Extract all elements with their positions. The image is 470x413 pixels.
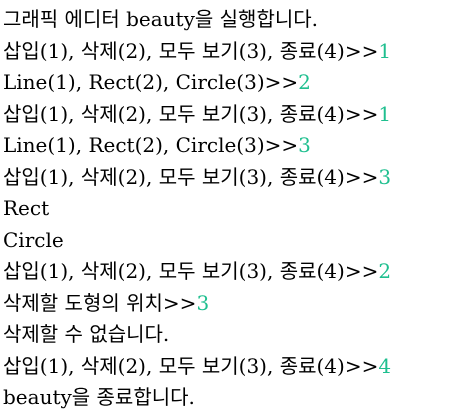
console-line-text: 삽입(1), 삭제(2), 모두 보기(3), 종료(4)>> <box>3 259 379 283</box>
console-line-menu-prompt: 삽입(1), 삭제(2), 모두 보기(3), 종료(4)>>4 <box>3 351 470 383</box>
console-line-text: 삽입(1), 삭제(2), 모두 보기(3), 종료(4)>> <box>3 164 379 189</box>
console-line-delete-prompt: 삭제할 도형의 위치>>3 <box>3 288 470 320</box>
console-line-text: 삽입(1), 삭제(2), 모두 보기(3), 종료(4)>> <box>3 38 379 63</box>
console-line-text: Rect <box>3 196 50 220</box>
console-line-menu-prompt: 삽입(1), 삭제(2), 모두 보기(3), 종료(4)>>1 <box>3 99 470 131</box>
console-line-text: 삽입(1), 삭제(2), 모두 보기(3), 종료(4)>> <box>3 101 379 126</box>
console-line-text: Circle <box>3 227 64 252</box>
console-line-menu-prompt: 삽입(1), 삭제(2), 모두 보기(3), 종료(4)>>1 <box>3 36 470 68</box>
console-user-input: 2 <box>298 70 311 94</box>
console-user-input: 3 <box>378 164 392 189</box>
console-line-text: 삽입(1), 삭제(2), 모두 보기(3), 종료(4)>> <box>3 353 379 378</box>
console-line-text: 그래픽 에디터 beauty을 실행합니다. <box>3 7 319 31</box>
console-line-text: beauty을 종료합니다. <box>3 385 195 409</box>
console-user-input: 1 <box>378 101 392 126</box>
console-line-text: Line(1), Rect(2), Circle(3)>> <box>3 70 299 94</box>
console-line-shape-prompt: Line(1), Rect(2), Circle(3)>>3 <box>3 130 470 162</box>
console-user-input: 4 <box>378 353 392 378</box>
console-user-input: 1 <box>378 38 392 63</box>
console-line-text: 삭제할 도형의 위치>> <box>3 290 197 315</box>
console-line-exit-message: beauty을 종료합니다. <box>3 382 470 413</box>
console-line-shape-output: Circle <box>3 225 470 257</box>
console-line-text: Line(1), Rect(2), Circle(3)>> <box>3 133 299 157</box>
console-line-menu-prompt: 삽입(1), 삭제(2), 모두 보기(3), 종료(4)>>2 <box>3 256 470 288</box>
console-user-input: 2 <box>378 259 392 283</box>
console-line-error-message: 삭제할 수 없습니다. <box>3 319 470 351</box>
console-user-input: 3 <box>196 290 210 315</box>
console-line-menu-prompt: 삽입(1), 삭제(2), 모두 보기(3), 종료(4)>>3 <box>3 162 470 194</box>
console-line-startup: 그래픽 에디터 beauty을 실행합니다. <box>3 4 470 36</box>
console-user-input: 3 <box>298 133 311 157</box>
console-line-text: 삭제할 수 없습니다. <box>3 322 170 346</box>
console-line-shape-output: Rect <box>3 193 470 225</box>
console-line-shape-prompt: Line(1), Rect(2), Circle(3)>>2 <box>3 67 470 99</box>
